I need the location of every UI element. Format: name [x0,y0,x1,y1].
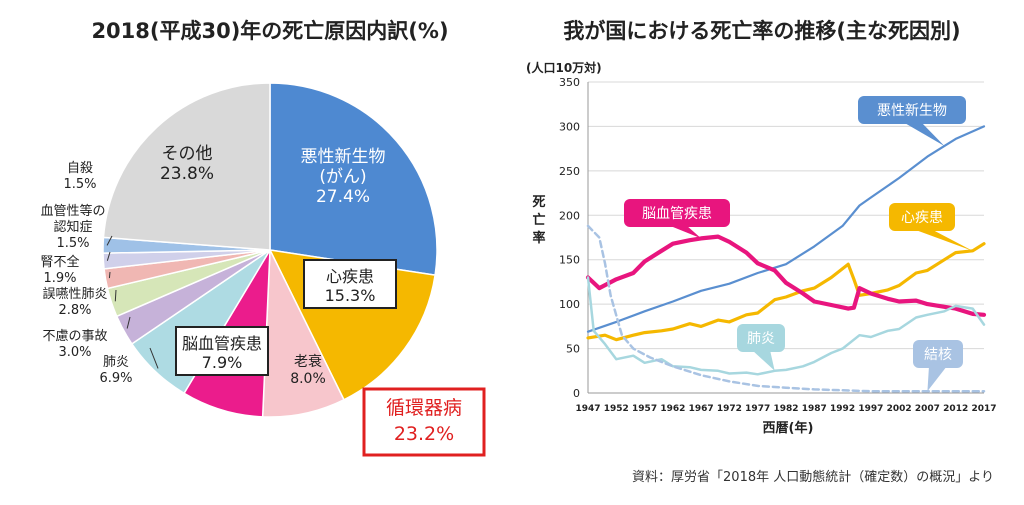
line-series [586,224,986,393]
line-series [586,276,986,376]
line-series [586,242,986,342]
line-chart-y-unit: (人口10万対) [526,60,602,75]
x-tick-label: 1992 [830,404,855,414]
y-tick-label: 350 [559,76,580,89]
pie-slice-label: 不慮の事故 3.0% [42,329,107,360]
x-tick-label: 1947 [575,404,600,414]
circulatory-disease-annotation: 循環器病 23.2% [362,387,486,457]
y-tick-label: 100 [559,298,580,311]
line-chart-y-axis-label: 死亡率 [532,195,545,246]
x-tick-label: 2017 [971,404,996,414]
y-tick-label: 150 [559,254,580,267]
pie-slice-label: 肺炎 6.9% [99,355,132,386]
line-chart-series [585,125,987,393]
pie-leader-line [106,235,113,246]
pie-slice-label: 心疾患 15.3% [303,259,397,309]
pie-slice-label: 悪性新生物(がん) 27.4% [301,147,386,207]
y-tick-label: 200 [559,209,580,222]
pie-slice-label: その他 23.8% [160,144,214,184]
pie-slice-label: 脳血管疾患 7.9% [175,326,269,376]
svg-text:悪性新生物: 悪性新生物 [877,103,947,119]
x-tick-label: 1952 [604,404,629,414]
svg-text:悪性新生物(がん)27.4%: 悪性新生物(がん) 27.4% [301,147,386,207]
pie-leader-line [126,316,131,329]
svg-text:肺炎6.9%: 肺炎 6.9% [99,355,132,386]
svg-text:自殺1.5%: 自殺 1.5% [63,161,96,192]
svg-text:脳血管疾患: 脳血管疾患 [642,206,712,222]
y-tick-label: 0 [573,387,580,400]
x-tick-label: 1962 [660,404,685,414]
svg-text:肺炎: 肺炎 [747,331,775,347]
pie-leader-line [114,289,117,302]
series-callout: 心疾患 [889,203,973,251]
pie-chart-title: 2018(平成30)年の死亡原因内訳(%) [91,19,448,43]
pie-slice-label: 自殺 1.5% [63,161,96,192]
line-series [586,125,986,333]
x-tick-label: 1987 [802,404,827,414]
pie-slice-label: 誤嚥性肺炎 2.8% [42,286,107,318]
x-tick-label: 2012 [943,404,968,414]
x-tick-label: 1967 [689,404,714,414]
y-axis-label-char: 死 [532,195,545,210]
line-series [585,234,987,317]
series-callout: 結核 [913,340,963,392]
pie-chart-panel: 2018(平成30)年の死亡原因内訳(%) 悪性新生物(がん) 27.4% 心疾患 1… [40,19,486,457]
y-axis-label-char: 亡 [532,212,545,228]
y-tick-label: 50 [566,343,580,356]
pie-slice-labels: 悪性新生物(がん) 27.4% 心疾患 15.3% 老衰 8.0% 脳血管疾患 7.9% 肺炎 6… [40,144,486,457]
x-tick-label: 2007 [915,404,940,414]
series-callout: 悪性新生物 [858,96,966,146]
source-note: 資料：厚労省「2018年 人口動態統計（確定数）の概況」より [632,470,994,485]
y-tick-label: 250 [559,165,580,178]
x-tick-label: 1972 [717,404,742,414]
pie-leader-line [149,347,159,369]
line-chart-panel: 我が国における死亡率の推移(主な死因別) (人口10万対) 死亡率 0 50 100… [526,19,997,436]
x-tick-label: 1957 [632,404,657,414]
y-tick-label: 300 [559,120,580,133]
svg-text:心疾患: 心疾患 [901,210,943,226]
svg-text:老衰8.0%: 老衰 8.0% [290,353,326,387]
pie-slice [269,82,438,276]
line-chart-x-axis-label: 西暦(年) [763,420,814,436]
line-chart-tick-labels: 0 50 100 150 200 250 300 350 1947 1952 1957 1962 196… [559,76,997,414]
series-callout: 脳血管疾患 [624,199,730,239]
x-tick-label: 2002 [887,404,912,414]
pie-slice-label: 老衰 8.0% [290,353,326,387]
pie-slice [102,82,271,251]
pie-leader-lines [106,235,159,369]
pie-slice-label: 腎不全 1.9% [40,254,79,286]
pie-leader-line [108,271,111,279]
line-chart-title: 我が国における死亡率の推移(主な死因別) [563,19,960,43]
pie-slices [102,82,438,418]
x-tick-label: 1982 [773,404,798,414]
svg-text:結核: 結核 [924,347,952,363]
x-tick-label: 1997 [858,404,883,414]
pie-slice-label: 血管性等の認知症 1.5% [40,203,105,251]
pie-leader-line [106,251,111,261]
series-callout: 肺炎 [737,324,785,371]
x-tick-label: 1977 [745,404,770,414]
y-axis-label-char: 率 [532,230,545,246]
